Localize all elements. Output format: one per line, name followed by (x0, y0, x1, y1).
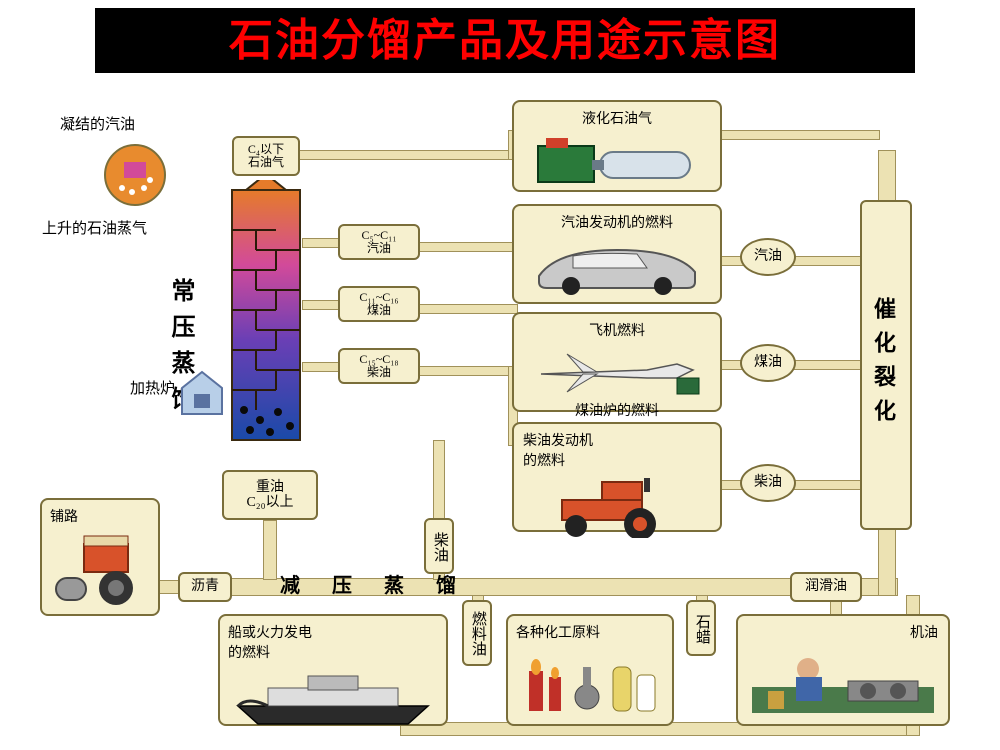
kerosene-stove-label: 煤油炉的燃料 (520, 400, 714, 420)
chem-feed-icon (515, 647, 665, 717)
airplane-icon (527, 344, 707, 398)
heater-icon (180, 370, 225, 420)
pipe-r1 (720, 130, 880, 140)
pipe-f3 (302, 362, 342, 372)
tractor-icon (532, 474, 702, 538)
machine-oil-box: 机油 (736, 614, 950, 726)
diesel-vtag-label: 柴油 (431, 532, 447, 562)
lpg-label: 液化石油气 (520, 108, 714, 128)
residue-box: 重油 C₂₀以上 (222, 470, 318, 520)
pipe-u2 (418, 242, 518, 252)
ship-power-label: 船或火力发电 的燃料 (224, 622, 442, 662)
jet-fuel-label: 飞机燃料 (520, 320, 714, 340)
atmospheric-distillation-label: 常压蒸馏 (172, 250, 196, 450)
vacuum-distillation-label: 减 压 蒸 馏 (280, 576, 462, 597)
wax-vtag-label: 石蜡 (693, 614, 709, 644)
fraction-c4-box: C₄以下 石油气 (232, 136, 300, 176)
ship-icon (228, 666, 438, 730)
fraction-c5-c11-box: C₅~C₁₁ 汽油 (338, 224, 420, 260)
distillation-tower-icon (226, 180, 306, 450)
lube-oil-box: 润滑油 (790, 572, 862, 602)
condensed-bubble-icon (100, 140, 170, 210)
catalytic-cracking-label: 催化裂化 (874, 297, 898, 433)
lpg-box: 液化石油气 (512, 100, 722, 192)
fraction-c11-c16-box: C₁₁~C₁₆ 煤油 (338, 286, 420, 322)
diesel-vtag: 柴油 (424, 518, 454, 574)
car-icon (527, 236, 707, 296)
pipe-u3 (418, 304, 518, 314)
condensed-gasoline-label: 凝结的汽油 (60, 118, 135, 134)
chem-feed-box: 各种化工原料 (506, 614, 674, 726)
pipe-residue-down (263, 520, 277, 580)
page-title: 石油分馏产品及用途示意图 (95, 8, 915, 73)
road-roller-box: 铺路 (40, 498, 160, 616)
diagram-root: 石油分馏产品及用途示意图 凝结的汽油 上升的石油蒸气 常压蒸馏 加热炉 (0, 0, 1000, 750)
diesel-engine-box: 柴油发动机 的燃料 (512, 422, 722, 532)
fueloil-vtag: 燃料油 (462, 600, 492, 666)
ship-power-box: 船或火力发电 的燃料 (218, 614, 448, 726)
catalytic-cracking-column: 催化裂化 (860, 200, 912, 530)
mechanic-icon (748, 647, 938, 717)
pipe-f1 (302, 238, 342, 248)
rising-vapor-label: 上升的石油蒸气 (42, 222, 147, 238)
road-roller-icon (50, 530, 150, 610)
machine-oil-label: 机油 (740, 622, 946, 642)
kerosene-oval: 煤油 (740, 344, 796, 382)
gasoline-oval: 汽油 (740, 238, 796, 276)
fueloil-vtag-label: 燃料油 (469, 611, 485, 656)
gasoline-engine-box: 汽油发动机的燃料 (512, 204, 722, 304)
road-paving-label: 铺路 (46, 506, 154, 526)
chem-feed-label: 各种化工原料 (512, 622, 668, 642)
jet-kerosene-box: 飞机燃料 煤油炉的燃料 (512, 312, 722, 412)
diesel-oval: 柴油 (740, 464, 796, 502)
pipe-u1 (298, 150, 518, 160)
diesel-engine-label: 柴油发动机 的燃料 (517, 430, 717, 470)
heater-label: 加热炉 (130, 382, 175, 398)
gasoline-engine-label: 汽油发动机的燃料 (520, 212, 714, 232)
bitumen-box: 沥青 (178, 572, 232, 602)
fraction-c15-c18-box: C₁₅~C₁₈ 柴油 (338, 348, 420, 384)
pipe-f2 (302, 300, 342, 310)
wax-vtag: 石蜡 (686, 600, 716, 656)
lpg-icon (532, 132, 702, 188)
pipe-u4 (418, 366, 518, 376)
